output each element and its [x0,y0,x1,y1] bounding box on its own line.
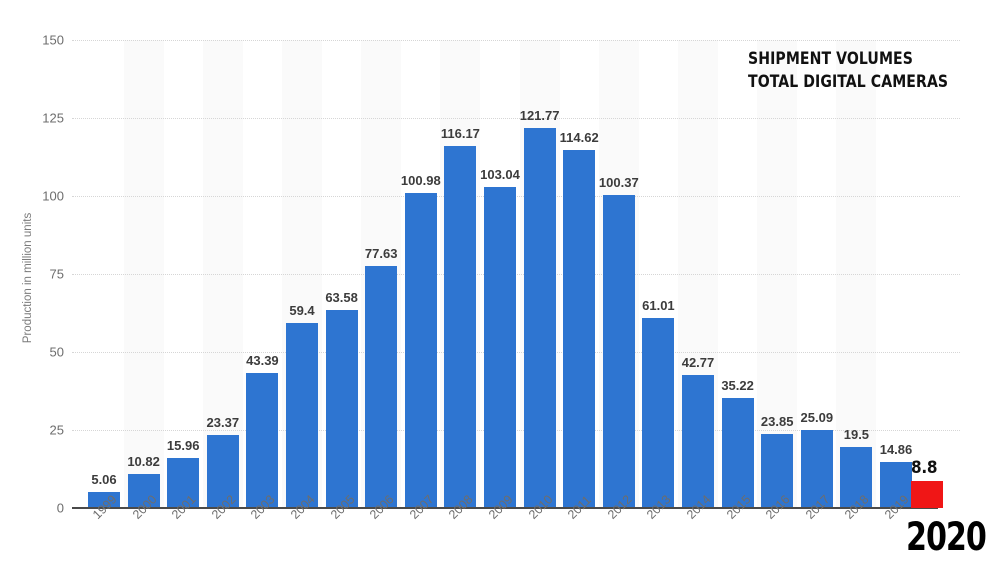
bar [880,461,912,508]
bar [682,374,714,508]
bar [563,150,596,508]
y-axis-title: Production in million units [22,212,34,344]
bar [602,194,635,508]
gridline [72,274,960,275]
bar-value-label: 100.37 [598,174,639,190]
bar [404,192,437,508]
gridline [72,430,960,431]
bar-value-label: 43.39 [246,352,279,368]
bar-value-label: 23.85 [760,413,794,429]
bar [800,429,833,508]
bar [721,398,754,508]
bar [325,309,358,508]
y-axis-tick-label: 25 [49,422,64,438]
bar-value-label: 61.01 [642,297,675,313]
bar-value-label: 100.98 [400,172,441,188]
y-axis-tick-label: 75 [49,266,64,282]
bar [523,128,556,508]
bar-value-label: 116.17 [440,125,480,141]
gridline [72,40,960,41]
chart-title-line-2: TOTAL DIGITAL CAMERAS [748,71,949,92]
bar-value-label: 10.82 [127,454,160,470]
bar-value-label: 15.96 [166,438,200,454]
bar [88,492,120,508]
bar-value-label: 77.63 [364,245,398,261]
bar [286,322,318,508]
y-axis: 0 25 50 75 100 125 150 Production in million u… [0,0,64,571]
y-axis-tick-label: 0 [56,500,64,516]
y-axis-tick-label: 50 [49,344,64,360]
bar-value-label: 19.5 [843,427,870,443]
y-axis-tick-label: 100 [42,188,64,204]
bar [642,317,675,508]
y-axis-tick-label: 150 [42,32,64,48]
y-axis-tick-label: 125 [42,110,64,126]
bar [127,474,160,508]
bar-value-label: 23.37 [206,415,240,431]
bar [365,265,398,508]
bar-value-label: 59.4 [289,302,315,318]
plot-area [72,40,960,508]
bar-value-label: 14.86 [879,441,913,457]
bar [761,433,794,508]
x-axis-line [72,507,938,509]
bar-value-label: 103.04 [480,166,520,182]
highlight-year-label: 2020 [906,515,987,560]
gridline [72,118,960,119]
bar-value-label: 121.77 [519,108,560,124]
bar-value-label: 35.22 [721,378,754,394]
gridline [72,352,960,353]
bar [484,186,516,508]
bar-value-label: 63.58 [325,289,358,305]
chart-title: SHIPMENT VOLUMES TOTAL DIGITAL CAMERAS [748,48,948,93]
gridline [72,196,960,197]
bar-value-label: 25.09 [800,409,834,425]
bar [444,145,477,508]
bar [167,458,200,508]
bar-value-label: 5.06 [91,472,117,488]
bar [246,372,279,508]
bar-value-label: 114.62 [559,130,599,146]
bar [840,447,873,508]
chart-title-line-1: SHIPMENT VOLUMES [748,49,913,69]
bar [206,435,239,508]
highlight-value-label: 8.8 [911,457,938,478]
bar-value-label: 42.77 [681,354,715,370]
highlight-bar-2020 [911,480,943,508]
